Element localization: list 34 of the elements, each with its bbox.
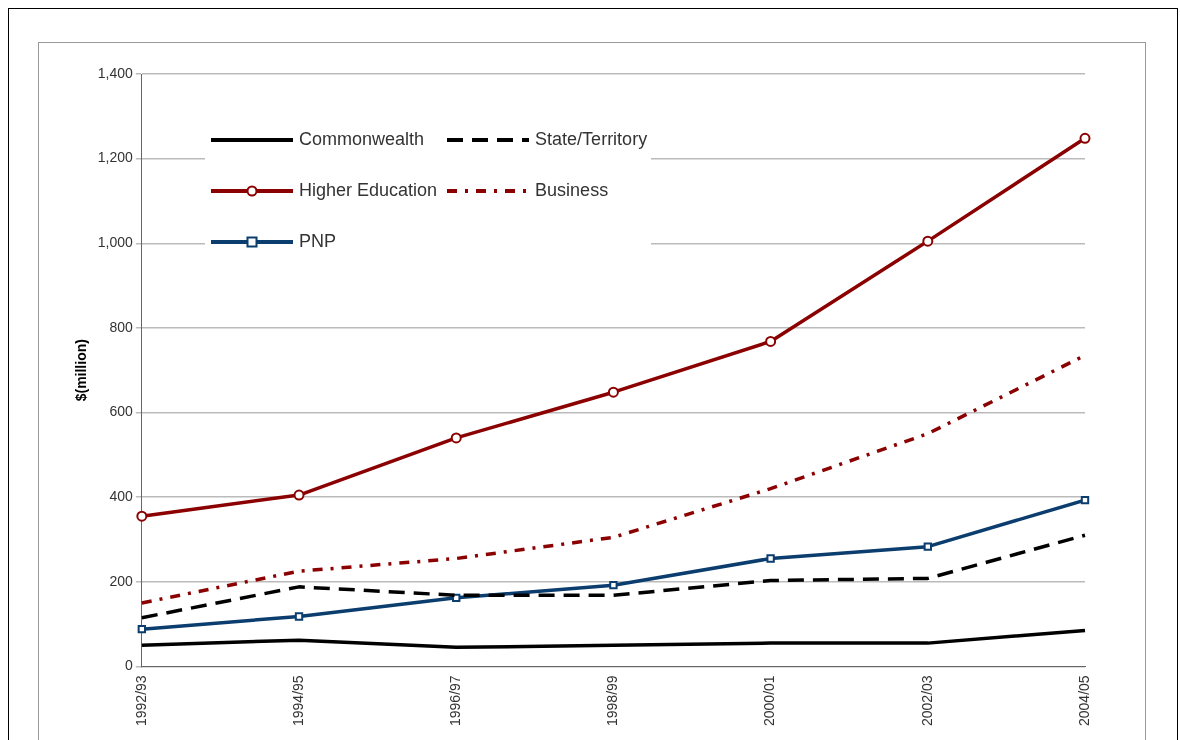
point [293, 489, 305, 501]
point [136, 510, 148, 522]
point [766, 554, 775, 563]
legend-label: State/Territory [535, 129, 648, 150]
x-tick-label: 2004/05 [1075, 675, 1092, 726]
point [1080, 495, 1090, 505]
x-tick-label: 1998/99 [604, 675, 621, 726]
y-tick-label: 600 [109, 403, 134, 420]
legend-label: Higher Education [299, 180, 438, 201]
x-tick-label: 1996/97 [447, 675, 464, 726]
x-tick-label: 2000/01 [761, 675, 778, 726]
y-tick-label: 0 [125, 657, 134, 674]
point [450, 432, 462, 444]
point [923, 542, 932, 551]
y-tick-label: 200 [109, 572, 134, 589]
point [294, 612, 304, 621]
point [137, 624, 147, 634]
y-tick-label: 1,000 [97, 234, 134, 251]
y-tick-label: 1,200 [97, 149, 134, 166]
legend-label: Commonwealth [299, 129, 425, 150]
y-tick-label: 400 [109, 488, 134, 504]
point [609, 580, 618, 590]
x-tick-label: 1992/93 [132, 675, 149, 726]
y-tick-label: 800 [109, 318, 134, 335]
x-tick-label: 1994/95 [289, 675, 306, 726]
legend-label: PNP [299, 231, 337, 252]
y-tick-label: 1,400 [97, 64, 134, 81]
y-axis-title: $(million) [73, 339, 90, 402]
legend-label: Business [535, 180, 609, 201]
x-tick-label: 2002/03 [918, 675, 935, 726]
point [607, 386, 619, 398]
point [922, 235, 934, 247]
point [1079, 132, 1091, 144]
point [765, 335, 777, 347]
